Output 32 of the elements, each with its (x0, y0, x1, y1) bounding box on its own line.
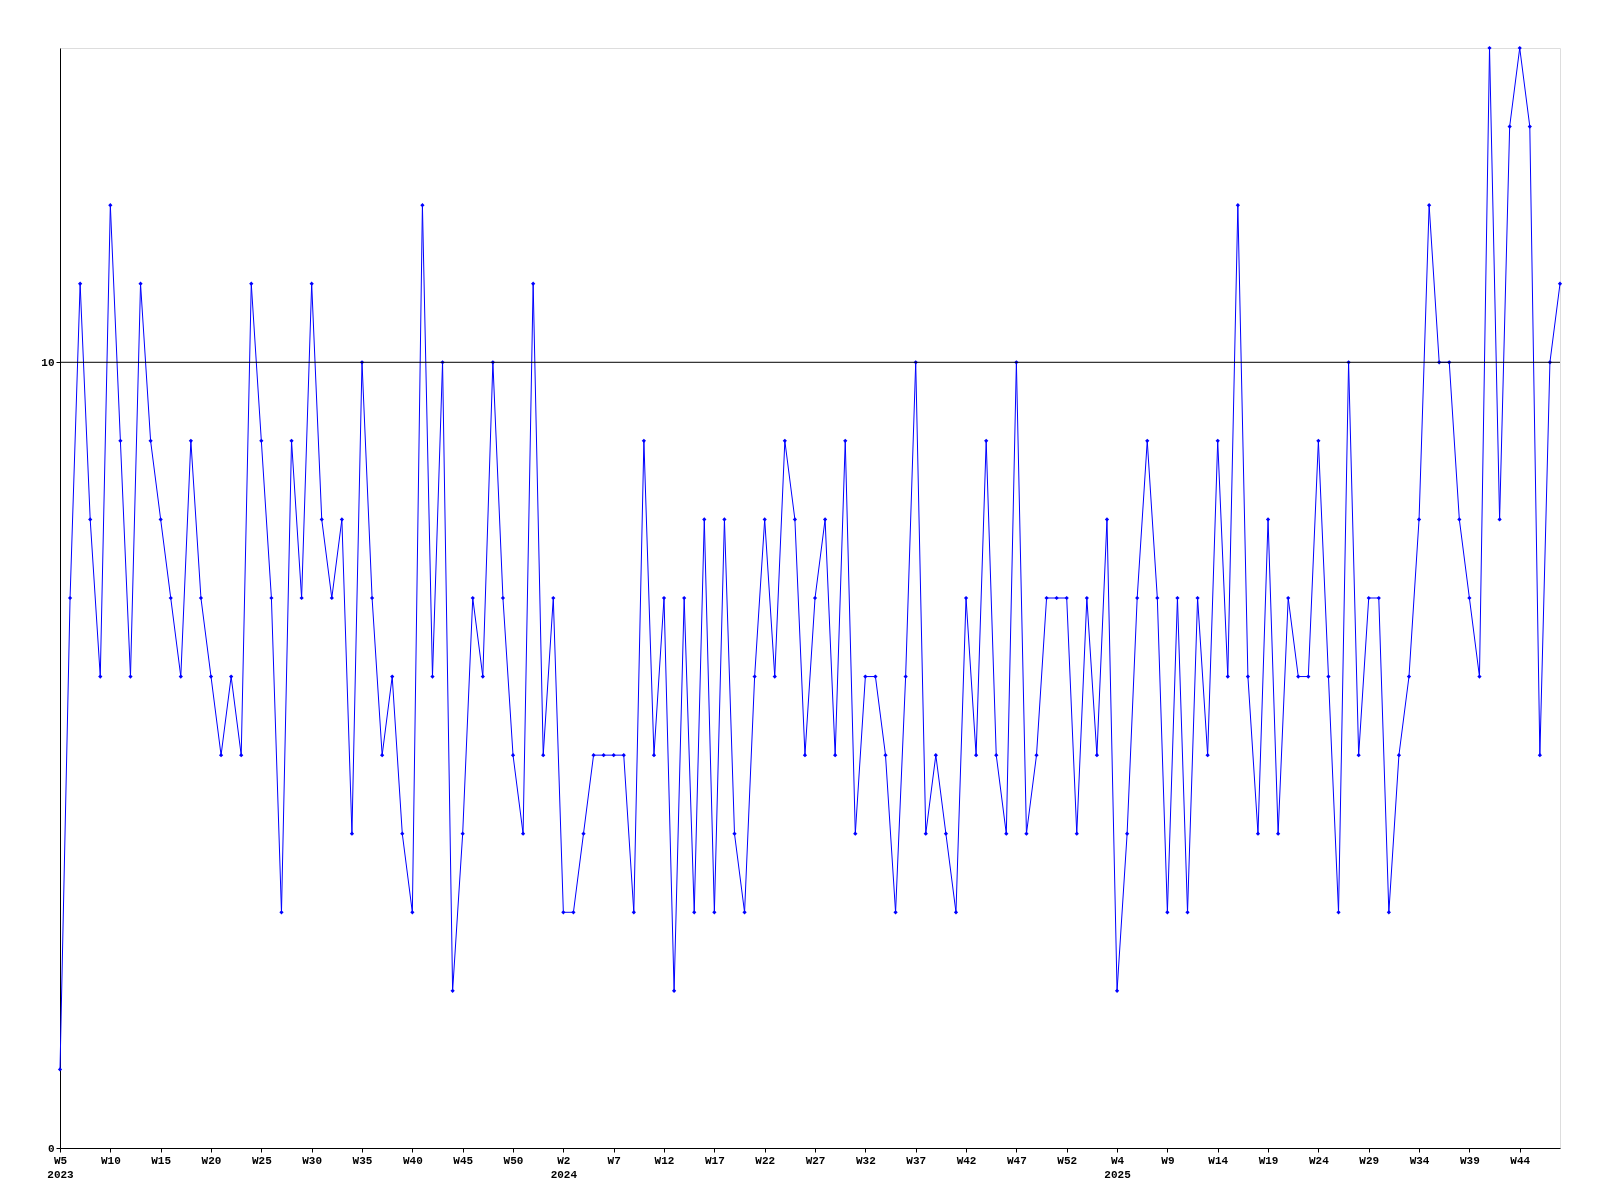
x-tick-label: W42 (956, 1154, 977, 1167)
x-tick-label: W9 (1161, 1154, 1175, 1167)
x-tick-label: W27 (805, 1154, 826, 1167)
x-tick-label: W2 2024 (550, 1154, 578, 1181)
x-tick-label: W32 (855, 1154, 876, 1167)
y-tick-label: 10 (41, 356, 55, 369)
x-tick-label: W35 (352, 1154, 373, 1167)
x-tick-label: W10 (100, 1154, 121, 1167)
x-tick-label: W52 (1057, 1154, 1078, 1167)
x-tick-label: W19 (1258, 1154, 1279, 1167)
x-tick-label: W5 2023 (47, 1154, 75, 1181)
x-tick-label: W50 (503, 1154, 524, 1167)
x-tick-label: W44 (1510, 1154, 1531, 1167)
x-tick-label: W40 (402, 1154, 423, 1167)
x-tick-label: W15 (151, 1154, 172, 1167)
x-tick-label: W24 (1308, 1154, 1330, 1167)
y-tick-label: 0 (47, 1142, 55, 1155)
x-tick-label: W25 (251, 1154, 273, 1167)
x-tick-label: W17 (704, 1154, 725, 1167)
x-tick-label: W37 (906, 1154, 927, 1167)
x-tick-label: W20 (201, 1154, 222, 1167)
x-tick-label: W45 (453, 1154, 474, 1167)
x-tick-label: W47 (1006, 1154, 1027, 1167)
x-tick-label: W7 (607, 1154, 621, 1167)
x-tick-label: W12 (654, 1154, 675, 1167)
x-tick-label: W29 (1359, 1154, 1380, 1167)
x-tick-label: W34 (1409, 1154, 1430, 1167)
x-tick-label: W4 2025 (1104, 1154, 1132, 1181)
x-tick-label: W22 (755, 1154, 776, 1167)
x-tick-label: W30 (302, 1154, 323, 1167)
x-tick-label: W39 (1459, 1154, 1480, 1167)
x-tick-label: W14 (1208, 1154, 1229, 1167)
